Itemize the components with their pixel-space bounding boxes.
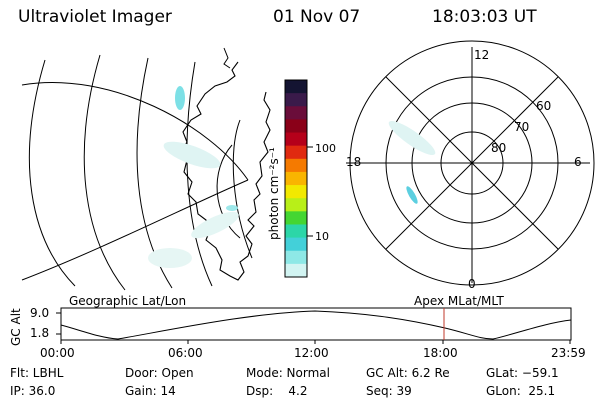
- colorbar-tick-100: 100: [315, 142, 336, 155]
- gain-info: Gain: 14: [125, 384, 176, 398]
- timeline-y-tick-9: 9.0: [30, 306, 50, 320]
- colorbar-cell: [285, 263, 307, 278]
- colorbar-cell: [285, 93, 307, 107]
- colorbar-cell: [285, 132, 307, 147]
- colorbar-cell: [285, 145, 307, 160]
- colorbar-cell: [285, 185, 307, 199]
- colorbar-cell: [285, 158, 307, 173]
- colorbar-unit-label: photon cm⁻²s⁻¹: [267, 147, 281, 240]
- colorbar-cell: [285, 80, 307, 94]
- mode-info: Mode: Normal: [246, 366, 330, 380]
- glon-info: GLon: 25.1: [486, 384, 556, 398]
- lat-label-70: 70: [514, 120, 529, 134]
- mlt-label-6: 6: [574, 155, 582, 169]
- filter-info: Flt: LBHL: [10, 366, 64, 380]
- colorbar-tick-10: 10: [315, 230, 329, 243]
- colorbar-cell: [285, 250, 307, 265]
- lat-label-60: 60: [536, 99, 551, 113]
- lat-label-80: 80: [491, 141, 506, 155]
- colorbar-cell: [285, 224, 307, 239]
- mlt-label-18: 18: [346, 155, 361, 169]
- mlt-label-0: 0: [468, 277, 476, 291]
- timeline-x-tick-0600: 06:00: [168, 346, 203, 360]
- timeline-y-tick-1-8: 1.8: [30, 326, 50, 340]
- mlt-label-12: 12: [474, 48, 489, 62]
- apex-label: Apex MLat/MLT: [414, 294, 504, 308]
- time-label: 18:03:03 UT: [432, 7, 537, 27]
- colorbar-cell: [285, 171, 307, 186]
- timeline-x-tick-1800: 18:00: [423, 346, 458, 360]
- ip-info: IP: 36.0: [10, 384, 56, 398]
- seq-info: Seq: 39: [366, 384, 412, 398]
- colorbar-cell: [285, 198, 307, 212]
- colorbar-cell: [285, 237, 307, 252]
- dsp-info: Dsp: 4.2: [246, 384, 308, 398]
- colorbar-cell: [285, 211, 307, 225]
- coastline: [180, 61, 271, 281]
- instrument-title: Ultraviolet Imager: [18, 7, 172, 27]
- colorbar-cell: [285, 119, 307, 134]
- door-info: Door: Open: [125, 366, 194, 380]
- timeline-x-tick-2359: 23:59: [551, 346, 586, 360]
- svg-text:GC Alt: GC Alt: [9, 308, 23, 346]
- timeline-x-tick-0000: 00:00: [40, 346, 75, 360]
- timeline-x-tick-1200: 12:00: [294, 346, 329, 360]
- gc-alt-info: GC Alt: 6.2 Re: [366, 366, 450, 380]
- colorbar-cell: [285, 106, 307, 120]
- glat-info: GLat: −59.1: [486, 366, 559, 380]
- date-label: 01 Nov 07: [273, 7, 361, 27]
- geographic-label: Geographic Lat/Lon: [69, 294, 187, 308]
